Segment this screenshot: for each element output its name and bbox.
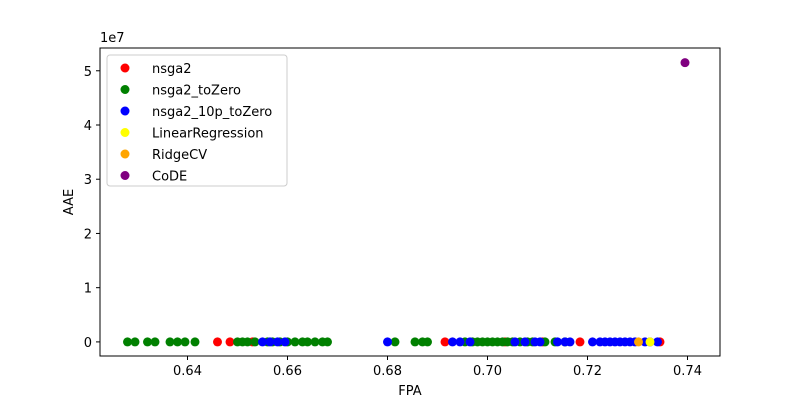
data-point (680, 58, 690, 68)
x-tick-label: 0.74 (673, 364, 702, 379)
y-tick-label: 4 (84, 119, 92, 134)
legend-box (106, 54, 288, 187)
data-point (265, 337, 275, 347)
series-ridgecv (634, 337, 643, 347)
legend-item: LinearRegression (120, 127, 264, 142)
legend-marker (120, 128, 130, 137)
data-point (455, 337, 465, 347)
data-point (310, 337, 320, 347)
data-points (123, 58, 690, 347)
legend-marker (120, 106, 130, 116)
data-point (213, 337, 222, 347)
data-point (323, 337, 332, 347)
x-tick-label: 0.72 (573, 364, 602, 379)
data-point (410, 337, 420, 347)
data-point (448, 337, 457, 347)
series-linearregression (645, 337, 655, 347)
data-point (243, 337, 252, 347)
data-point (130, 337, 140, 347)
data-point (143, 337, 152, 347)
legend-item: nsga2_10p_toZero (120, 105, 272, 120)
x-axis-label: FPA (398, 384, 421, 399)
legend-label: CoDE (152, 170, 187, 185)
data-point (440, 337, 450, 347)
data-point (290, 337, 300, 347)
legend-marker (120, 171, 130, 180)
legend-marker (120, 63, 130, 73)
series-code (680, 58, 690, 68)
legend-label: LinearRegression (152, 127, 264, 142)
data-point (510, 337, 520, 347)
data-point (165, 337, 175, 347)
y-tick-label: 5 (84, 65, 92, 80)
y-axis-label: AAE (62, 189, 77, 215)
data-point (465, 337, 475, 347)
data-point (634, 337, 643, 347)
data-point (180, 337, 190, 347)
data-point (150, 337, 160, 347)
legend-item: nsga2_toZero (120, 84, 241, 99)
x-tick-label: 0.68 (373, 364, 402, 379)
data-point (273, 337, 282, 347)
legend-label: nsga2_10p_toZero (152, 105, 272, 120)
data-point (575, 337, 585, 347)
legend: nsga2 nsga2_toZero nsga2_10p_toZero LinearR… (106, 54, 288, 187)
legend-label: nsga2_toZero (152, 84, 241, 99)
data-point (258, 337, 267, 347)
legend-marker (120, 149, 130, 159)
data-point (250, 337, 260, 347)
data-point (190, 337, 200, 347)
legend-marker (120, 85, 130, 94)
axis-ticks: 0.64 0.66 0.68 0.70 0.72 0.74 0 1 2 3 4 5 (84, 65, 702, 379)
y-tick-label: 0 (84, 336, 92, 351)
data-point (390, 337, 400, 347)
data-point (535, 337, 545, 347)
data-point (588, 337, 597, 347)
data-point (653, 337, 662, 347)
data-point (173, 337, 182, 347)
data-point (520, 337, 530, 347)
x-tick-label: 0.70 (473, 364, 502, 379)
y-tick-label: 3 (84, 173, 92, 188)
axes-spine (99, 47, 721, 357)
data-point (303, 337, 312, 347)
y-tick-label: 1 (84, 282, 92, 297)
data-point (565, 337, 575, 347)
legend-item: CoDE (120, 170, 187, 185)
data-point (383, 337, 392, 347)
axes-frame (99, 47, 721, 357)
x-tick-label: 0.64 (173, 364, 202, 379)
data-point (645, 337, 655, 347)
legend-item: RidgeCV (120, 148, 207, 163)
data-point (553, 337, 562, 347)
x-tick-label: 0.66 (273, 364, 302, 379)
y-tick-label: 2 (84, 227, 92, 242)
data-point (123, 337, 132, 347)
data-point (423, 337, 432, 347)
legend-label: RidgeCV (152, 148, 207, 163)
data-point (280, 337, 290, 347)
y-offset-text: 1e7 (100, 31, 125, 46)
legend-label: nsga2 (152, 62, 192, 77)
legend-item: nsga2 (120, 62, 192, 77)
data-point (225, 337, 235, 347)
